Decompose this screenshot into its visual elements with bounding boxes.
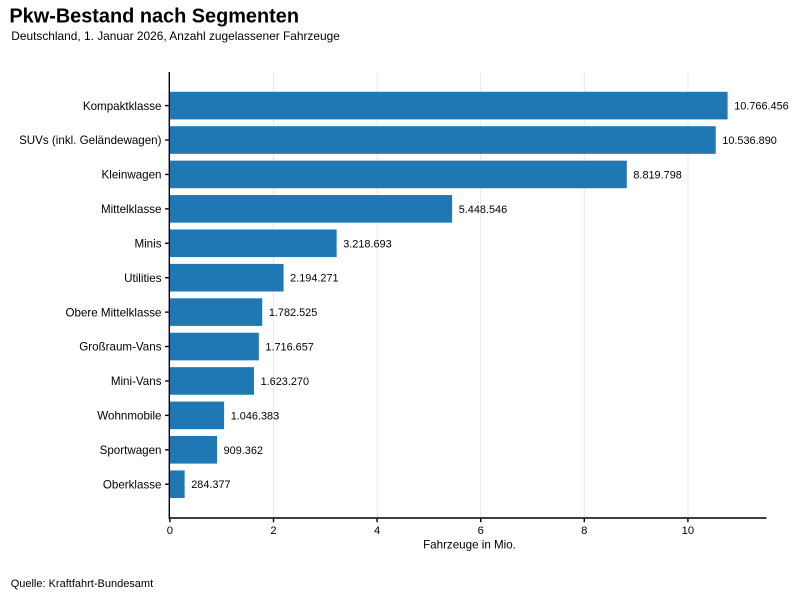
svg-text:Kleinwagen: Kleinwagen [102, 169, 162, 182]
svg-text:10: 10 [682, 525, 694, 537]
svg-text:2.194.271: 2.194.271 [290, 273, 338, 285]
svg-text:Quelle: Kraftfahrt-Bundesamt: Quelle: Kraftfahrt-Bundesamt [11, 578, 153, 590]
svg-text:8.819.798: 8.819.798 [633, 169, 681, 181]
svg-text:2: 2 [270, 525, 276, 537]
svg-text:3.218.693: 3.218.693 [343, 238, 391, 250]
svg-text:8: 8 [581, 525, 587, 537]
svg-text:4: 4 [374, 525, 380, 537]
svg-text:5.448.546: 5.448.546 [459, 204, 507, 216]
svg-text:Mini-Vans: Mini-Vans [111, 375, 162, 388]
svg-text:Großraum-Vans: Großraum-Vans [79, 341, 161, 354]
svg-text:Minis: Minis [134, 237, 161, 250]
svg-text:1.782.525: 1.782.525 [269, 307, 317, 319]
svg-text:SUVs (inkl. Geländewagen): SUVs (inkl. Geländewagen) [19, 134, 162, 147]
svg-text:6: 6 [478, 525, 484, 537]
svg-text:Utilities: Utilities [124, 272, 162, 285]
svg-text:Deutschland, 1. Januar 2026, A: Deutschland, 1. Januar 2026, Anzahl zuge… [11, 29, 340, 43]
svg-text:0: 0 [167, 525, 173, 537]
svg-text:Fahrzeuge in Mio.: Fahrzeuge in Mio. [423, 538, 516, 551]
svg-text:1.046.383: 1.046.383 [231, 410, 279, 422]
svg-text:10.766.456: 10.766.456 [734, 101, 789, 113]
svg-text:Sportwagen: Sportwagen [100, 444, 162, 457]
svg-text:284.377: 284.377 [191, 479, 230, 491]
svg-text:1.716.657: 1.716.657 [265, 342, 313, 354]
svg-text:1.623.270: 1.623.270 [261, 376, 309, 388]
svg-text:Kompaktklasse: Kompaktklasse [83, 100, 162, 113]
svg-text:Obere Mittelklasse: Obere Mittelklasse [65, 306, 161, 319]
svg-text:Pkw-Bestand nach Segmenten: Pkw-Bestand nach Segmenten [9, 6, 299, 28]
svg-text:Oberklasse: Oberklasse [103, 478, 162, 491]
svg-text:10.536.890: 10.536.890 [722, 135, 777, 147]
svg-text:Mittelklasse: Mittelklasse [101, 203, 162, 216]
svg-text:Wohnmobile: Wohnmobile [97, 410, 161, 423]
svg-text:909.362: 909.362 [224, 445, 263, 457]
